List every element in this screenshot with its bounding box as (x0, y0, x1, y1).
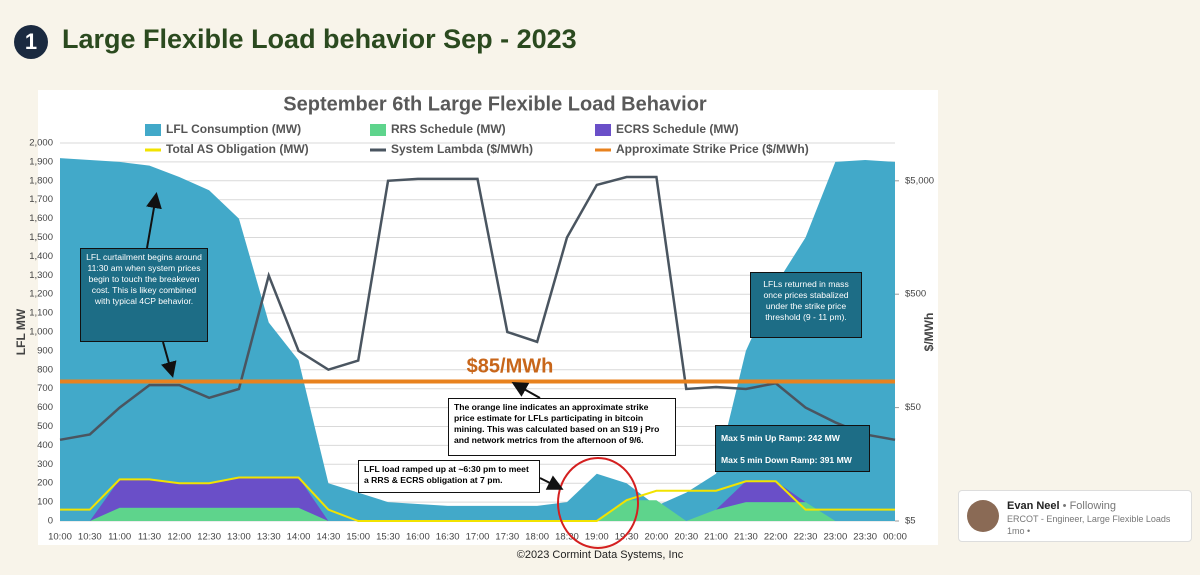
x-tick-label: 22:00 (764, 532, 788, 543)
y-tick-label: 900 (37, 345, 53, 356)
y-tick-label: 1,700 (29, 194, 53, 205)
profile-headline: ERCOT - Engineer, Large Flexible Loads (1007, 514, 1171, 524)
legend-label: LFL Consumption (MW) (166, 122, 301, 136)
y-tick-label: 1,600 (29, 213, 53, 224)
annotation: LFL curtailment begins around 11:30 am w… (80, 248, 208, 342)
annotation: LFL load ramped up at ~6:30 pm to meet a… (358, 460, 540, 493)
y-axis-title: LFL MW (14, 308, 28, 355)
x-tick-label: 10:30 (78, 532, 102, 543)
y2-tick-label: $5,000 (905, 175, 934, 186)
y-tick-label: 1,500 (29, 232, 53, 243)
annotation: LFLs returned in mass once prices stabal… (750, 272, 862, 338)
arrow (161, 341, 177, 378)
legend-label: System Lambda ($/MWh) (391, 142, 533, 156)
y-tick-label: 1,800 (29, 175, 53, 186)
annotation: Max 5 min Down Ramp: 391 MW (721, 455, 852, 465)
y-tick-label: 500 (37, 421, 53, 432)
post-time: 1mo • (1007, 526, 1031, 536)
legend-label: RRS Schedule (MW) (391, 122, 506, 136)
x-tick-label: 13:30 (257, 532, 281, 543)
y2-tick-label: $50 (905, 402, 921, 413)
y-tick-label: 600 (37, 402, 53, 413)
legend-swatch (595, 124, 611, 136)
profile-line: Evan Neel • Following (1007, 500, 1116, 512)
x-tick-label: 14:00 (287, 532, 311, 543)
y-tick-label: 1,000 (29, 327, 53, 338)
chart-title: September 6th Large Flexible Load Behavi… (283, 93, 707, 115)
ramp-box: Max 5 min Up Ramp: 242 MW Max 5 min Down… (715, 425, 870, 472)
y-tick-label: 1,200 (29, 289, 53, 300)
x-tick-label: 22:30 (794, 532, 818, 543)
y-tick-label: 0 (48, 516, 53, 527)
y-tick-label: 2,000 (29, 138, 53, 149)
y2-tick-label: $5 (905, 516, 916, 527)
legend-label: Approximate Strike Price ($/MWh) (616, 142, 809, 156)
x-tick-label: 16:30 (436, 532, 460, 543)
y-tick-label: 800 (37, 364, 53, 375)
y-tick-label: 1,100 (29, 308, 53, 319)
profile-card[interactable]: Evan Neel • Following ERCOT - Engineer, … (958, 490, 1192, 542)
y-tick-label: 1,400 (29, 251, 53, 262)
x-tick-label: 21:00 (704, 532, 728, 543)
legend-label: Total AS Obligation (MW) (166, 142, 309, 156)
y-tick-label: 200 (37, 478, 53, 489)
x-tick-label: 15:30 (376, 532, 400, 543)
y-tick-label: 400 (37, 440, 53, 451)
x-tick-label: 10:00 (48, 532, 72, 543)
x-tick-label: 17:30 (495, 532, 519, 543)
y2-axis-title: $/MWh (922, 313, 936, 352)
y2-tick-label: $500 (905, 289, 926, 300)
legend-swatch (370, 124, 386, 136)
x-tick-label: 23:00 (823, 532, 847, 543)
y-tick-label: 1,900 (29, 156, 53, 167)
arrow (146, 192, 162, 249)
x-tick-label: 15:00 (346, 532, 370, 543)
legend-label: ECRS Schedule (MW) (616, 122, 739, 136)
profile-name[interactable]: Evan Neel (1007, 500, 1060, 512)
x-tick-label: 20:00 (645, 532, 669, 543)
reference-label: $85/MWh (467, 356, 554, 378)
x-tick-label: 13:00 (227, 532, 251, 543)
slide-title: Large Flexible Load behavior Sep - 2023 (62, 24, 577, 54)
y-tick-label: 1,300 (29, 270, 53, 281)
x-tick-label: 23:30 (853, 532, 877, 543)
x-tick-label: 18:00 (525, 532, 549, 543)
x-tick-label: 00:00 (883, 532, 907, 543)
y-tick-label: 700 (37, 383, 53, 394)
annotation: The orange line indicates an approximate… (448, 398, 676, 456)
x-tick-label: 20:30 (674, 532, 698, 543)
footer: ©2023 Cormint Data Systems, Inc (516, 549, 684, 561)
x-tick-label: 17:00 (466, 532, 490, 543)
x-tick-label: 18:30 (555, 532, 579, 543)
y-tick-label: 100 (37, 497, 53, 508)
x-tick-label: 19:00 (585, 532, 609, 543)
x-tick-label: 21:30 (734, 532, 758, 543)
x-tick-label: 19:30 (615, 532, 639, 543)
x-tick-label: 11:30 (138, 532, 161, 543)
arrow (511, 382, 541, 399)
x-tick-label: 14:30 (317, 532, 341, 543)
avatar[interactable] (967, 500, 999, 532)
area (60, 158, 895, 521)
stacked-area (60, 500, 895, 521)
y-tick-label: 300 (37, 459, 53, 470)
x-tick-label: 11:00 (108, 532, 131, 543)
x-tick-label: 16:00 (406, 532, 430, 543)
arrow (539, 475, 564, 490)
highlight-ellipse (557, 457, 639, 549)
follow-status[interactable]: • Following (1062, 500, 1117, 512)
line (60, 476, 895, 522)
stacked-area (60, 477, 895, 521)
x-tick-label: 12:30 (197, 532, 221, 543)
legend-swatch (145, 124, 161, 136)
x-tick-label: 12:00 (167, 532, 191, 543)
section-badge: 1 (14, 25, 48, 59)
annotation: Max 5 min Up Ramp: 242 MW (721, 433, 840, 443)
line (59, 175, 896, 442)
